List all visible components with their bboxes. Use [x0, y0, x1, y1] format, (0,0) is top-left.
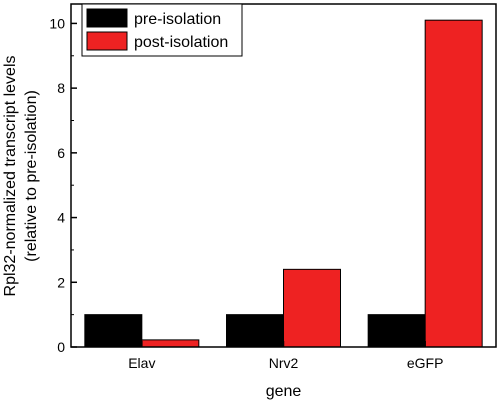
x-tick-label-elav: Elav: [128, 355, 155, 371]
legend-swatch-pre-isolation: [86, 8, 128, 28]
y-tick-label: 4: [57, 210, 65, 226]
y-tick-label: 10: [49, 15, 65, 31]
y-axis: 0 2 4 6 8 10: [49, 15, 77, 355]
y-axis-title-line1: Rpl32-normalized transcript levels: [2, 56, 19, 297]
y-tick-label: 8: [57, 80, 65, 96]
bar-egfp-pre-isolation: [367, 314, 426, 348]
y-tick-label: 0: [57, 339, 65, 355]
x-axis-title: gene: [266, 383, 302, 400]
bar-nrv2-post-isolation: [283, 268, 341, 348]
x-tick-label-egfp: eGFP: [407, 355, 444, 371]
x-tick-label-nrv2: Nrv2: [269, 355, 299, 371]
legend-label-pre-isolation: pre-isolation: [134, 11, 221, 28]
legend-swatch-post-isolation: [86, 31, 128, 51]
legend: pre-isolation post-isolation: [81, 3, 243, 57]
bar-elav-post-isolation: [141, 339, 200, 348]
bars-group: [84, 19, 483, 348]
legend-label-post-isolation: post-isolation: [134, 34, 228, 51]
x-axis: Elav Nrv2 eGFP: [128, 341, 443, 371]
bar-nrv2-pre-isolation: [226, 314, 284, 348]
y-axis-title-line2: (relative to pre-isolation): [23, 90, 40, 262]
y-tick-label: 2: [57, 274, 65, 290]
bar-egfp-post-isolation: [424, 19, 483, 348]
bar-elav-pre-isolation: [84, 314, 143, 348]
y-tick-label: 6: [57, 145, 65, 161]
